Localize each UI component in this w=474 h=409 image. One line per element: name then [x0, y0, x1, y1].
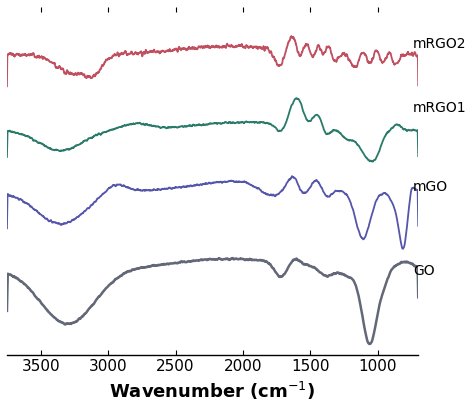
Text: mRGO1: mRGO1: [413, 101, 466, 115]
Text: mRGO2: mRGO2: [413, 36, 466, 51]
X-axis label: Wavenumber (cm$^{-1}$): Wavenumber (cm$^{-1}$): [109, 380, 316, 402]
Text: mGO: mGO: [413, 180, 448, 194]
Text: GO: GO: [413, 264, 435, 278]
